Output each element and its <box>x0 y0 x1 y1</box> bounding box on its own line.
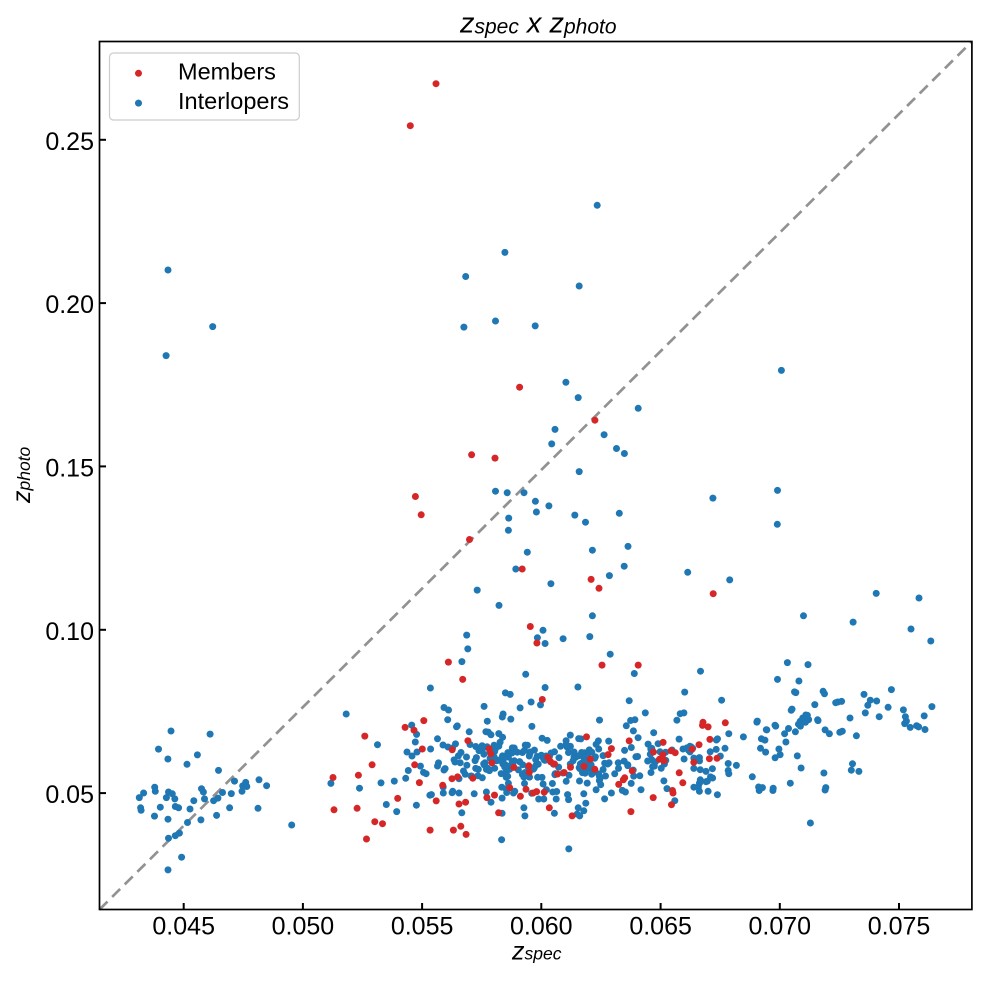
svg-text:0.055: 0.055 <box>391 913 454 941</box>
svg-text:0.045: 0.045 <box>152 913 215 941</box>
svg-text:0.075: 0.075 <box>868 913 931 941</box>
svg-text:0.060: 0.060 <box>510 913 573 941</box>
svg-text:0.10: 0.10 <box>45 618 94 646</box>
svg-text:0.050: 0.050 <box>272 913 335 941</box>
svg-text:0.15: 0.15 <box>45 454 94 482</box>
svg-text:0.25: 0.25 <box>45 128 94 156</box>
svg-text:0.070: 0.070 <box>749 913 812 941</box>
svg-text:zspec: zspec <box>511 938 562 966</box>
svg-text:Interlopers: Interlopers <box>178 88 289 114</box>
svg-text:zspec x zphoto: zspec x zphoto <box>459 8 617 40</box>
svg-text:0.20: 0.20 <box>45 291 94 319</box>
svg-text:0.05: 0.05 <box>45 781 94 809</box>
svg-text:Members: Members <box>178 58 276 84</box>
svg-text:0.065: 0.065 <box>629 913 692 941</box>
